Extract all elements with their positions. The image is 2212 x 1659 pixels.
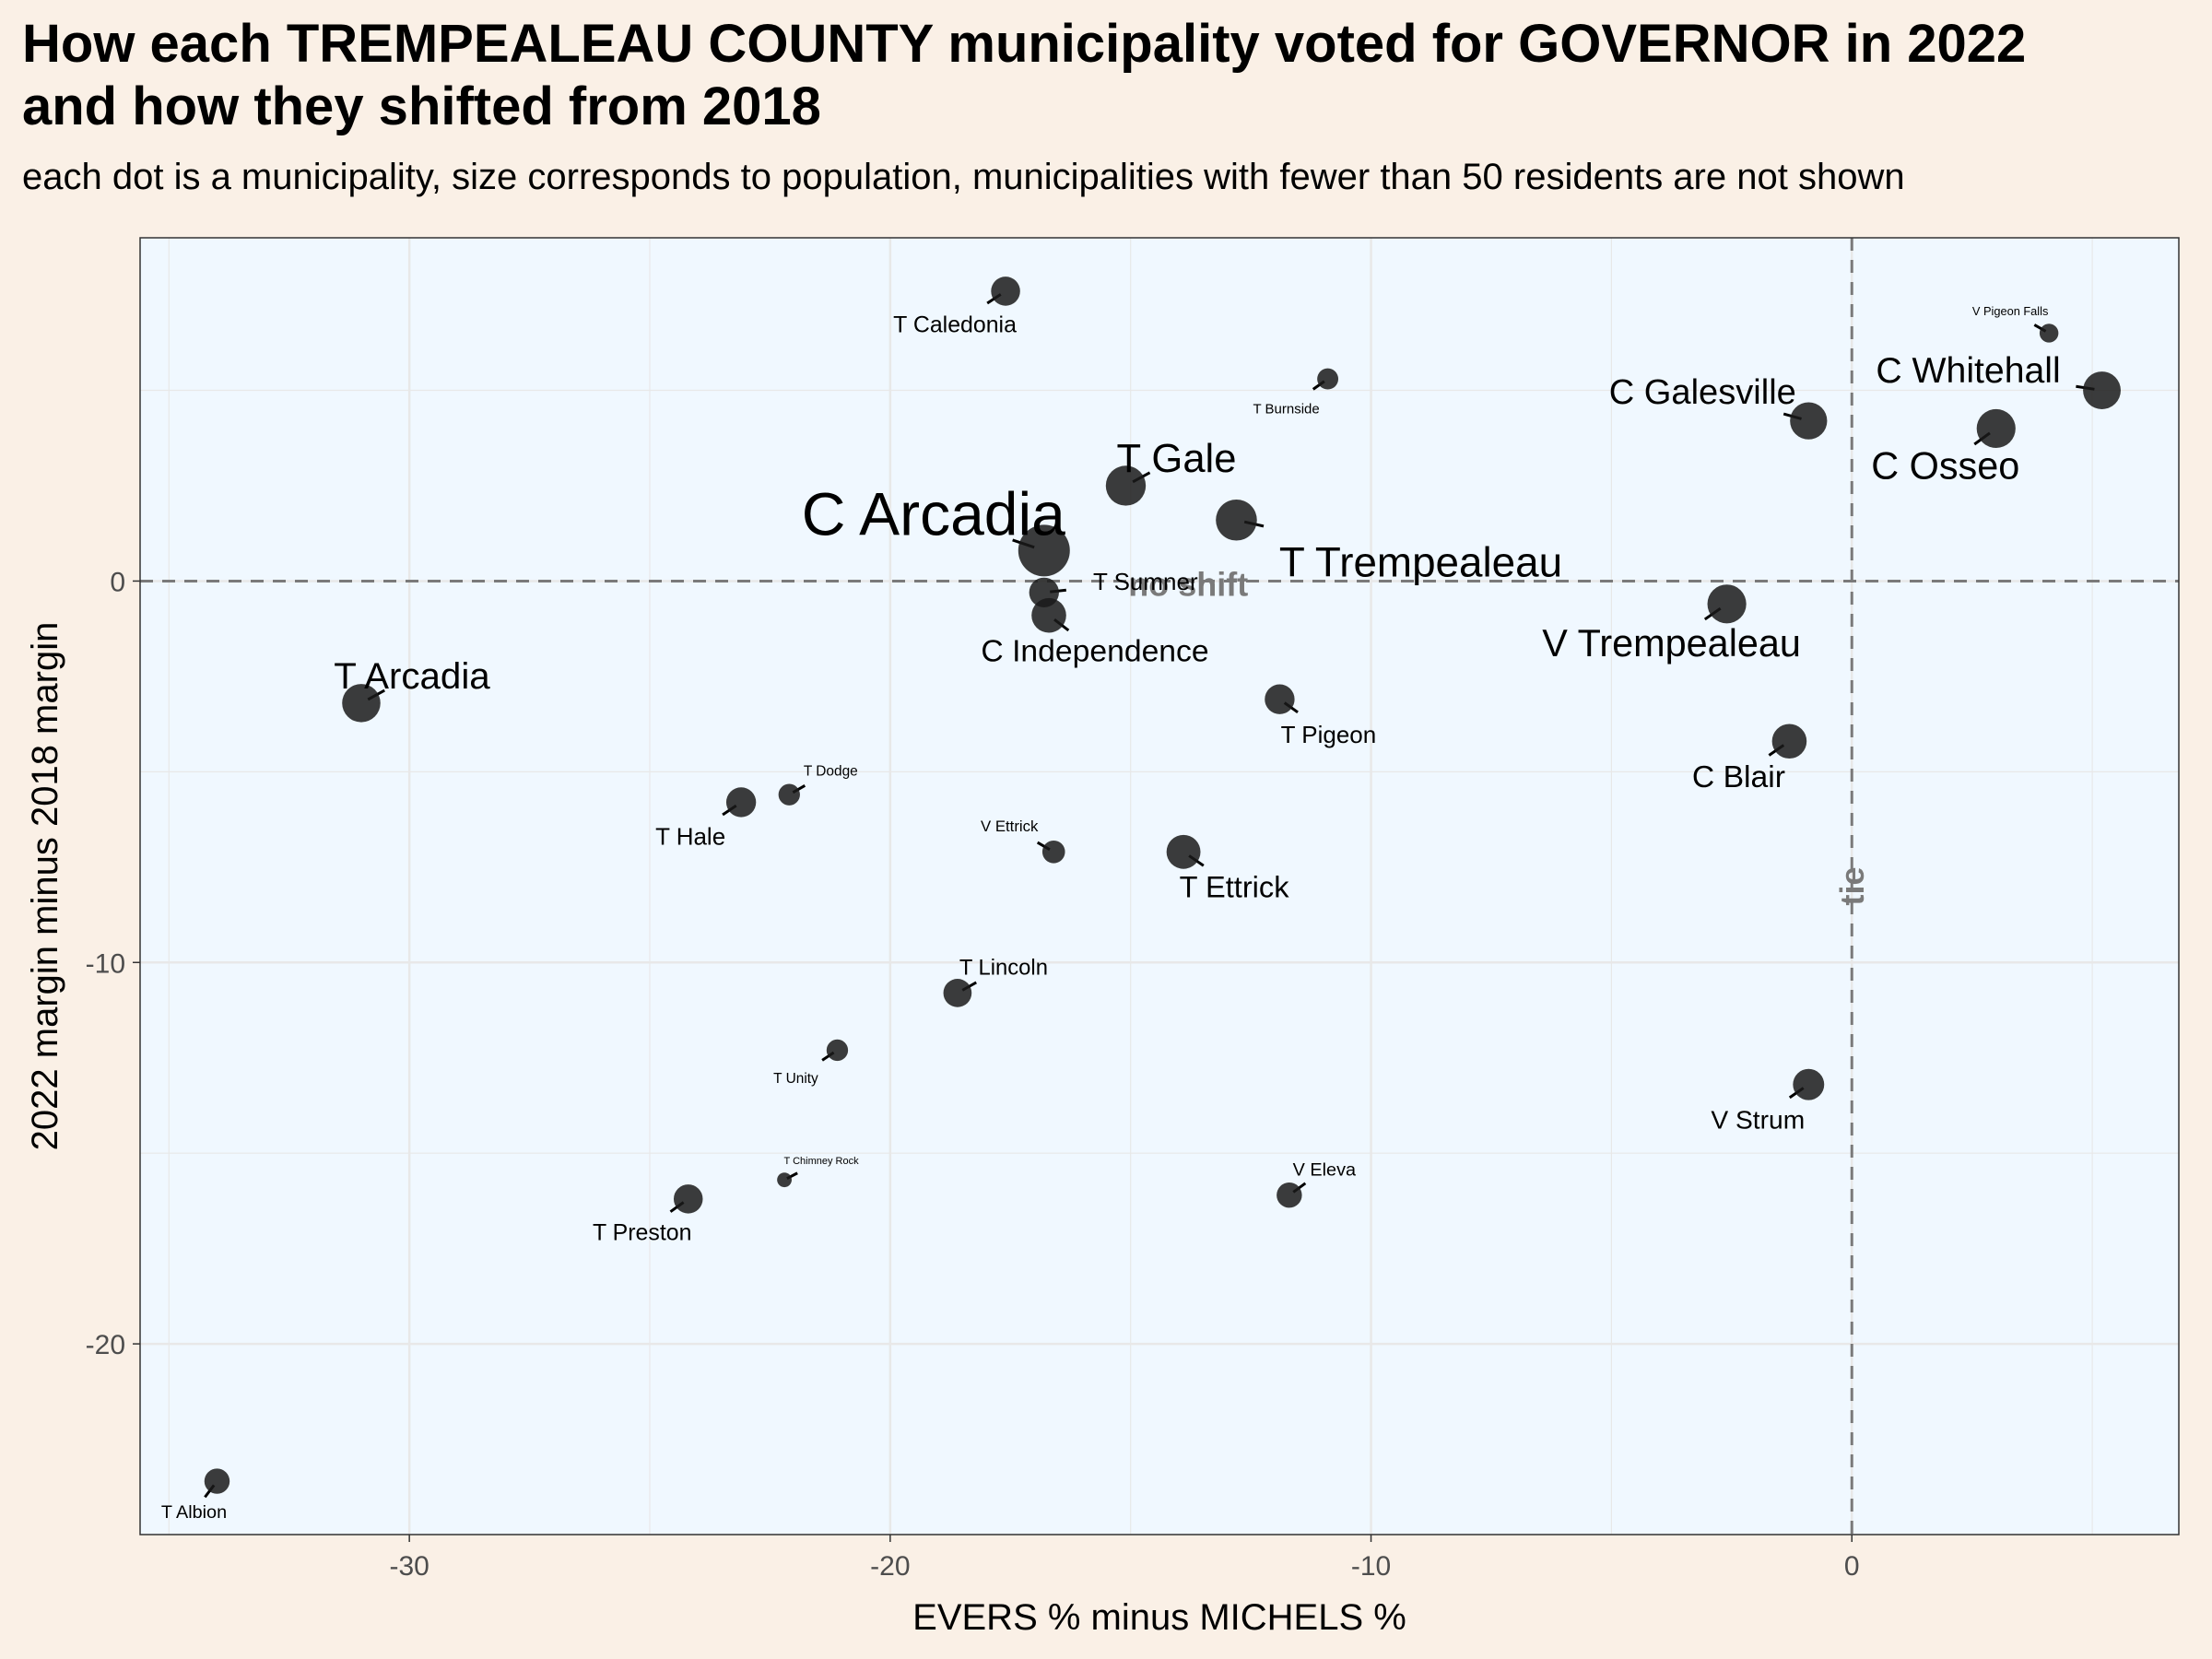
t-sumner-label: T Sumner <box>1093 568 1198 595</box>
v-ettrick-label: V Ettrick <box>981 818 1039 835</box>
data-points <box>204 276 2121 1494</box>
t-ettrick-point <box>1166 834 1201 869</box>
x-axis-title: EVERS % minus MICHELS % <box>912 1597 1406 1638</box>
reference-lines: no shift tie <box>140 238 2179 1535</box>
c-independence-label: C Independence <box>981 633 1208 668</box>
t-preston-label: T Preston <box>593 1220 691 1246</box>
t-trempealeau-point <box>1216 499 1257 541</box>
t-arcadia-point <box>342 684 381 723</box>
t-unity-label: T Unity <box>773 1071 818 1087</box>
x-tick-label: 0 <box>1844 1551 1860 1582</box>
t-hale-label: T Hale <box>655 823 725 851</box>
t-hale-point <box>725 787 757 818</box>
v-strum-label: V Strum <box>1711 1105 1805 1135</box>
chart-title-line-1: How each TREMPEALEAU COUNTY municipality… <box>22 14 2027 74</box>
no-shift-label: no shift <box>1128 565 1248 603</box>
v-pigeon-falls-point <box>2039 324 2059 343</box>
t-ettrick-label: T Ettrick <box>1180 870 1290 904</box>
t-lincoln-label: T Lincoln <box>959 956 1048 981</box>
x-tick-label: -10 <box>1351 1551 1391 1582</box>
plot-panel <box>140 238 2179 1535</box>
t-chimney-rock-label: T Chimney Rock <box>784 1156 860 1167</box>
t-dodge-label: T Dodge <box>804 764 858 780</box>
axis-ticks: -30 -20 -10 0 -20 -10 0 <box>86 567 1860 1582</box>
t-pigeon-point <box>1265 684 1295 714</box>
c-osseo-point <box>1976 408 2016 448</box>
chart-subtitle: each dot is a municipality, size corresp… <box>22 157 1905 197</box>
t-burnside-label: T Burnside <box>1253 401 1319 417</box>
v-ettrick-point <box>1041 840 1065 864</box>
v-eleva-point <box>1277 1182 1302 1208</box>
c-galesville-label: C Galesville <box>1609 373 1796 412</box>
t-trempealeau-label: T Trempealeau <box>1279 538 1562 585</box>
v-trempealeau-point <box>1707 584 1747 624</box>
x-tick-label: -30 <box>389 1551 429 1582</box>
t-gale-label: T Gale <box>1116 437 1236 481</box>
t-burnside-point <box>1317 368 1339 390</box>
c-whitehall-point <box>2083 371 2121 409</box>
chart-title: How each TREMPEALEAU COUNTY municipality… <box>22 13 2212 138</box>
t-albion-label: T Albion <box>161 1502 227 1523</box>
c-blair-label: C Blair <box>1692 759 1785 794</box>
plot-border <box>139 237 2180 1535</box>
t-pigeon-label: T Pigeon <box>1281 721 1377 748</box>
v-eleva-label: V Eleva <box>1293 1160 1357 1181</box>
t-lincoln-point <box>943 979 972 1007</box>
v-pigeon-falls-label: V Pigeon Falls <box>1972 304 2049 318</box>
t-caledonia-point <box>991 276 1020 306</box>
y-tick-label: -10 <box>86 948 125 979</box>
v-trempealeau-label: V Trempealeau <box>1542 622 1801 665</box>
t-unity-point <box>826 1039 849 1062</box>
y-tick-label: 0 <box>110 567 125 597</box>
tie-label: tie <box>1833 866 1871 905</box>
c-arcadia-label: C Arcadia <box>802 479 1065 547</box>
c-arcadia-point <box>1018 524 1070 577</box>
t-gale-point <box>1105 465 1147 506</box>
t-chimney-rock-point <box>777 1172 792 1188</box>
c-blair-point <box>1771 724 1807 759</box>
t-albion-point <box>204 1468 230 1494</box>
point-labels: C Arcadia T Trempealeau V Trempealeau T Gal… <box>161 304 2061 1523</box>
c-galesville-point <box>1790 402 1828 440</box>
t-dodge-point <box>778 783 800 806</box>
chart-title-line-2: and how they shifted from 2018 <box>22 76 821 136</box>
c-whitehall-label: C Whitehall <box>1876 351 2060 391</box>
y-tick-label: -20 <box>86 1330 125 1360</box>
x-tick-label: -20 <box>870 1551 910 1582</box>
t-arcadia-label: T Arcadia <box>334 655 490 697</box>
t-sumner-point <box>1029 577 1059 608</box>
grid-lines <box>140 238 2179 1535</box>
y-axis-title: 2022 margin minus 2018 margin <box>25 622 65 1151</box>
v-strum-point <box>1793 1068 1825 1100</box>
t-caledonia-label: T Caledonia <box>893 312 1017 338</box>
c-osseo-label: C Osseo <box>1871 444 2019 487</box>
t-preston-point <box>673 1184 703 1214</box>
